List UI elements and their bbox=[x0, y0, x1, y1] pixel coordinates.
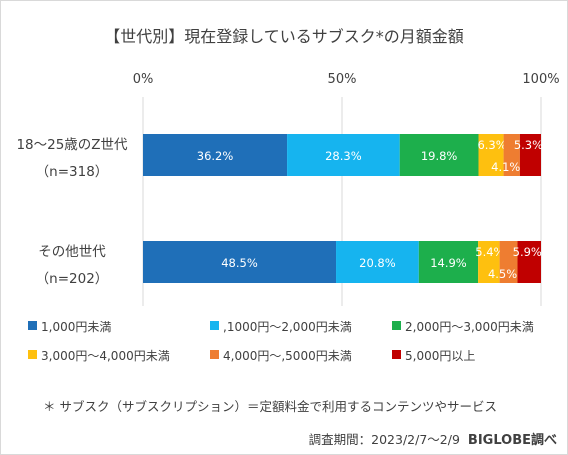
data-label: 5.4% bbox=[475, 245, 504, 259]
bar-segment bbox=[418, 241, 479, 283]
bar-segment bbox=[503, 134, 520, 176]
legend-swatch bbox=[210, 321, 219, 330]
data-label: 14.9% bbox=[430, 256, 467, 270]
category-sublabel: （n=202） bbox=[36, 271, 109, 287]
source-brand: BIGLOBE調べ bbox=[467, 433, 557, 448]
legend-label: 2,000円～3,000円未満 bbox=[405, 320, 534, 334]
data-label: 28.3% bbox=[325, 149, 362, 163]
legend-swatch bbox=[28, 350, 37, 359]
bar-segment bbox=[399, 134, 479, 176]
bar-segment bbox=[143, 241, 337, 283]
source-note: 調査期間：2023/2/7～2/9 BIGLOBE調べ bbox=[309, 429, 557, 448]
data-label: 5.3% bbox=[514, 138, 543, 152]
chart-title: 【世代別】現在登録しているサブスク*の月額金額 bbox=[104, 27, 464, 46]
legend-swatch bbox=[392, 350, 401, 359]
bar-segment bbox=[517, 241, 541, 283]
data-label: 19.8% bbox=[421, 149, 458, 163]
footnote: ＊ サブスク（サブスクリプション）＝定額料金で利用するコンテンツやサービス bbox=[43, 399, 497, 414]
bar-segment bbox=[287, 134, 400, 176]
x-tick-label: 0% bbox=[133, 72, 154, 87]
legend-swatch bbox=[28, 321, 37, 330]
bar-segment bbox=[336, 241, 419, 283]
legend-label: 3,000円～4,000円未満 bbox=[41, 349, 170, 363]
data-label: 20.8% bbox=[359, 256, 396, 270]
bar-segment bbox=[478, 134, 504, 176]
x-tick-label: 100% bbox=[522, 72, 559, 87]
legend-label: 4,000円～,5000円未満 bbox=[223, 349, 352, 363]
survey-period: 調査期間：2023/2/7～2/9 bbox=[308, 432, 460, 447]
bar-segment bbox=[143, 134, 288, 176]
data-label: 48.5% bbox=[221, 256, 258, 270]
legend-label: 5,000円以上 bbox=[405, 349, 475, 363]
category-label: 18～25歳のZ世代 bbox=[16, 137, 128, 153]
bar-segment bbox=[478, 241, 500, 283]
data-label: 4.5% bbox=[488, 267, 517, 281]
bar-segment bbox=[499, 241, 518, 283]
legend-swatch bbox=[392, 321, 401, 330]
data-label: 4.1% bbox=[491, 160, 520, 174]
legend-swatch bbox=[210, 350, 219, 359]
legend-label: 1,000円未満 bbox=[41, 320, 111, 334]
data-label: 6.3% bbox=[477, 138, 506, 152]
bar-segment bbox=[519, 134, 541, 176]
data-label: 36.2% bbox=[197, 149, 234, 163]
category-sublabel: （n=318） bbox=[36, 164, 109, 180]
data-label: 5.9% bbox=[513, 245, 542, 259]
legend-label: ,1000円～2,000円未満 bbox=[223, 320, 352, 334]
x-tick-label: 50% bbox=[328, 72, 357, 87]
category-label: その他世代 bbox=[38, 244, 106, 260]
